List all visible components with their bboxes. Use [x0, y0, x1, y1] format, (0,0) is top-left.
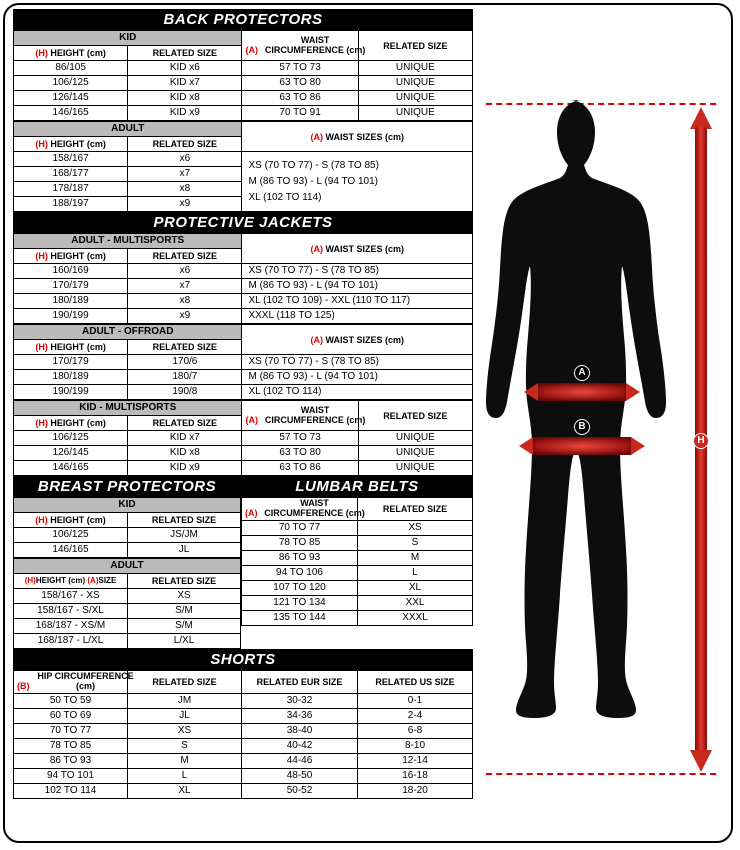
marker-h: H	[693, 433, 709, 449]
marker-a: A	[574, 365, 590, 381]
arrow-left-icon	[519, 437, 533, 455]
table-row: 106/125KID x763 TO 80UNIQUE	[14, 76, 473, 91]
arrow-right-icon	[626, 383, 640, 401]
jackets-offroad-table: ADULT - OFFROAD (A) WAIST SIZES (cm) (H)…	[13, 324, 473, 400]
arrow-right-icon	[631, 437, 645, 455]
lumbar-table: (A) WAIST CIRCUMFERENCE (cm) RELATED SIZ…	[241, 497, 473, 626]
section-shorts: SHORTS	[13, 649, 473, 670]
kid-header: KID	[14, 31, 242, 46]
waist-belt-a	[536, 383, 628, 401]
section-breast: BREAST PROTECTORS	[13, 476, 241, 497]
back-kid-table: KID (A) WAIST CIRCUMFERENCE (cm) RELATED…	[13, 30, 473, 121]
section-lumbar: LUMBAR BELTS	[241, 476, 473, 497]
jackets-multi-table: ADULT - MULTISPORTS (A) WAIST SIZES (cm)…	[13, 233, 473, 324]
body-figure: A B H	[476, 5, 731, 841]
content: BACK PROTECTORS KID (A) WAIST CIRCUMFERE…	[5, 5, 731, 841]
back-adult-table: ADULT (A) WAIST SIZES (cm) (H) HEIGHT (c…	[13, 121, 473, 212]
tables-column: BACK PROTECTORS KID (A) WAIST CIRCUMFERE…	[5, 5, 476, 841]
table-row: 158/167x6 XS (70 TO 77) - S (78 TO 85) M…	[14, 152, 473, 167]
breast-adult-table: ADULT (H)HEIGHT (cm) (A)SIZE RELATED SIZ…	[13, 558, 241, 649]
hip-belt-b	[531, 437, 633, 455]
table-row: 146/165KID x970 TO 91UNIQUE	[14, 106, 473, 121]
marker-b: B	[574, 419, 590, 435]
section-protective-jackets: PROTECTIVE JACKETS	[13, 212, 473, 233]
arrow-up-icon	[690, 107, 712, 129]
table-row: 126/145KID x863 TO 86UNIQUE	[14, 91, 473, 106]
shorts-table: (B) HIP CIRCUMFERENCE (cm) RELATED SIZE …	[13, 670, 473, 799]
size-chart-frame: BACK PROTECTORS KID (A) WAIST CIRCUMFERE…	[3, 3, 733, 843]
arrow-down-icon	[690, 750, 712, 772]
table-row: 86/105KID x657 TO 73UNIQUE	[14, 61, 473, 76]
section-back-protectors: BACK PROTECTORS	[13, 9, 473, 30]
breast-kid-table: KID (H) HEIGHT (cm) RELATED SIZE 106/125…	[13, 497, 241, 558]
jackets-kid-table: KID - MULTISPORTS (A) WAIST CIRCUMFERENC…	[13, 400, 473, 476]
arrow-left-icon	[524, 383, 538, 401]
adult-header: ADULT	[14, 122, 242, 137]
